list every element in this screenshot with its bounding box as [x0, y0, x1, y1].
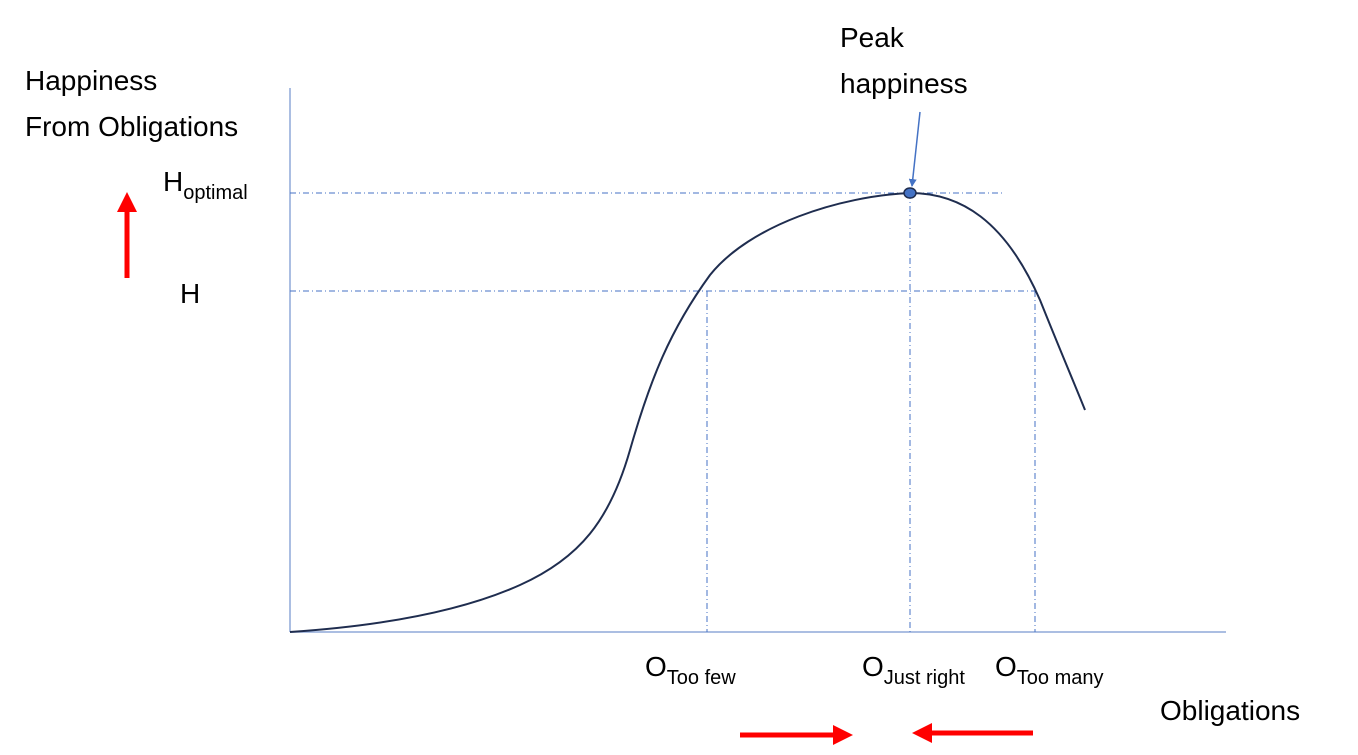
x-marker: OToo many: [995, 651, 1104, 689]
marker-subscript: Too few: [667, 667, 736, 689]
x-axis-label: Obligations: [1160, 695, 1300, 726]
y-axis-label: Happiness: [25, 65, 157, 96]
peak-pointer: [908, 111, 921, 187]
y-axis-label: From Obligations: [25, 111, 238, 142]
y-marker: Hoptimal: [163, 166, 248, 204]
y-marker: H: [180, 278, 200, 309]
annotation: Peak: [840, 22, 905, 53]
marker-subscript: optimal: [183, 182, 247, 204]
marker-base: O: [645, 651, 667, 682]
x-marker: OToo few: [645, 651, 736, 689]
annotation: happiness: [840, 68, 968, 99]
marker-subscript: Too many: [1017, 667, 1104, 689]
marker-base: O: [862, 651, 884, 682]
happiness-curve: [289, 191, 1086, 633]
x-marker: OJust right: [862, 651, 965, 689]
peak-point: [903, 187, 917, 199]
marker-base: O: [995, 651, 1017, 682]
marker-base: H: [163, 166, 183, 197]
marker-subscript: Just right: [884, 667, 966, 689]
